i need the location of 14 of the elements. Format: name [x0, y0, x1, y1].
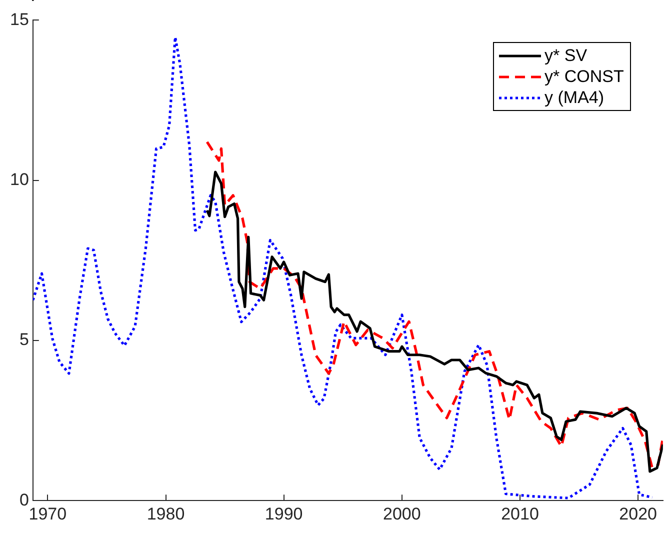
legend-label: y (MA4) — [544, 87, 604, 108]
x-tick-label: 2010 — [501, 504, 539, 524]
x-tick-label: 2000 — [383, 504, 421, 524]
x-tick-label: 1980 — [146, 504, 185, 524]
y-tick-label: 0 — [19, 490, 29, 510]
legend-label: y* SV — [544, 45, 588, 66]
y-tick-label: 15 — [10, 10, 29, 29]
x-tick-label: 1990 — [264, 504, 303, 524]
y-tick-label: 5 — [19, 330, 29, 350]
x-tick-label: 1970 — [28, 504, 67, 524]
y-tick-label: 10 — [10, 170, 29, 190]
legend-label: y* CONST — [544, 66, 624, 88]
line-series — [32, 36, 654, 500]
x-tick-label: 2020 — [619, 504, 658, 524]
